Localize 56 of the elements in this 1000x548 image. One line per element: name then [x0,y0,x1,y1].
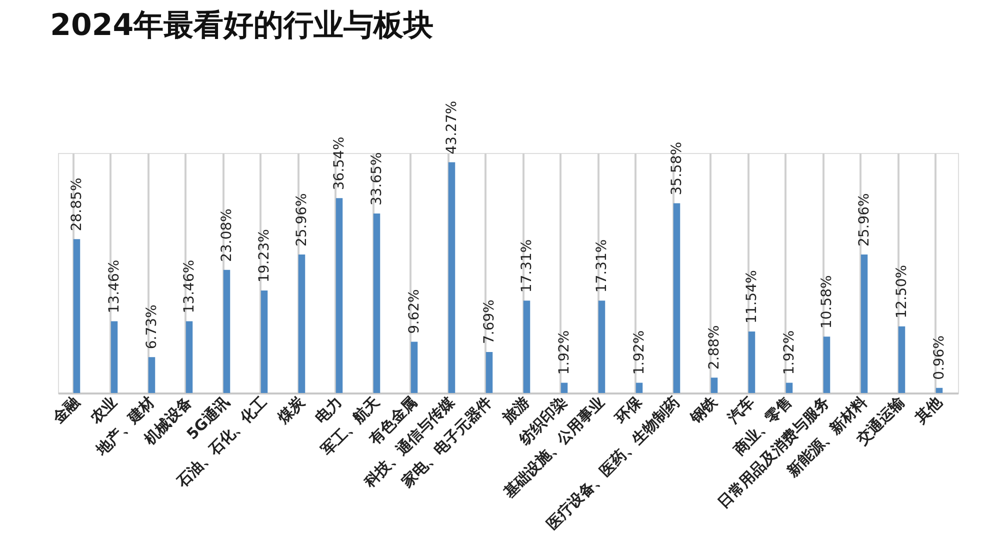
x-tick-label: 电力 [312,393,346,428]
x-tick-label: 煤炭 [273,392,309,428]
bar [936,388,943,393]
bar [486,352,493,393]
data-label: 17.31% [518,239,535,293]
data-label: 0.96% [931,335,948,380]
bar [673,203,680,393]
bar [786,382,793,393]
bar [860,254,868,393]
bar [523,300,530,393]
data-label: 13.46% [106,260,122,314]
bar [298,254,306,393]
data-label: 1.92% [631,330,648,375]
bar [898,326,906,393]
data-label: 7.69% [481,300,498,344]
data-label: 33.65% [368,152,385,206]
bar [710,378,718,393]
bar [410,342,418,393]
x-tick-label: 其他 [910,392,946,428]
data-label: 23.08% [218,208,235,262]
data-label: 2.88% [706,325,722,370]
bar [336,198,343,393]
bar [636,382,643,393]
bar [148,357,156,393]
data-label: 35.58% [668,142,685,196]
bar [823,336,830,393]
bar [186,321,193,393]
data-label: 17.31% [594,239,610,293]
data-label: 11.54% [744,270,760,324]
x-tick-label: 钢铁 [686,392,722,428]
x-tick-label: 汽车 [723,393,758,428]
bar [260,290,268,393]
bar [448,162,456,393]
bar [73,239,80,393]
data-label: 43.27% [444,100,460,154]
data-label: 1.92% [556,330,572,375]
data-label: 9.62% [406,289,422,334]
data-label: 25.96% [294,193,310,247]
bar [110,321,118,393]
data-label: 1.92% [781,330,798,375]
data-label: 19.23% [256,229,272,282]
data-label: 25.96% [856,193,872,247]
data-label: 36.54% [331,136,348,190]
data-label: 6.73% [144,304,160,350]
x-tick-label: 农业 [86,393,121,428]
bar [223,270,230,393]
x-tick-label: 金融 [48,392,84,428]
bar [373,214,380,393]
bar [598,300,606,393]
data-label: 12.50% [894,264,910,318]
bar [560,382,568,393]
bar [748,331,756,393]
data-label: 10.58% [818,275,835,329]
data-label: 13.46% [181,260,198,314]
data-label: 28.85% [68,178,85,232]
chart-title: 2024年最看好的行业与板块 [50,8,434,43]
